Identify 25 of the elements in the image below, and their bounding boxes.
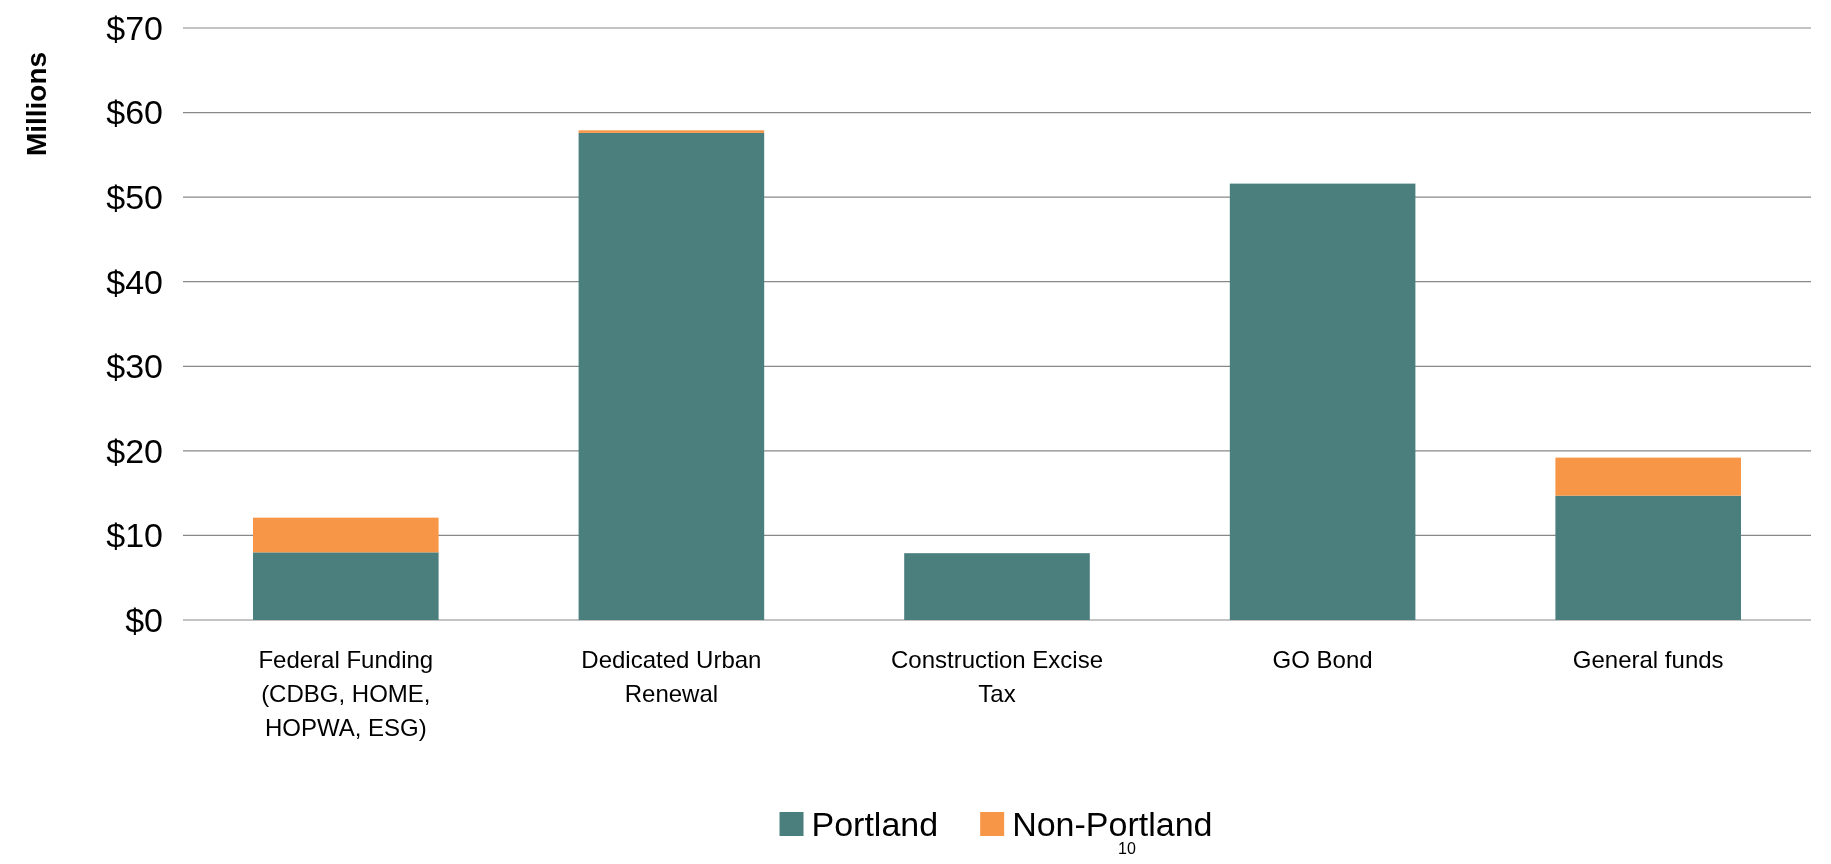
x-tick-label: Dedicated Urban Renewal (581, 646, 762, 707)
y-tick-label: $30 (106, 347, 163, 386)
x-tick-label: Federal Funding (CDBG, HOME, HOPWA, ESG) (258, 646, 434, 741)
y-tick-label: $70 (106, 8, 163, 47)
y-tick-label: $40 (106, 262, 163, 301)
y-axis-title: Millions (21, 51, 52, 157)
bar (253, 552, 439, 620)
bar (904, 553, 1090, 620)
bar (578, 130, 765, 133)
x-tick-label: GO Bond (1272, 646, 1373, 673)
bar (1555, 457, 1741, 496)
legend-label: Non-Portland (1012, 805, 1213, 843)
y-tick-label: $20 (106, 431, 163, 470)
bar (253, 517, 439, 553)
legend-label: Portland (811, 805, 939, 843)
y-tick-label: $60 (106, 93, 163, 132)
y-tick-label: $10 (106, 516, 163, 555)
bar (578, 132, 765, 620)
y-tick-label: $50 (106, 178, 163, 217)
x-tick-label: General funds (1572, 646, 1724, 673)
x-tick-label: Construction Excise Tax (890, 646, 1104, 707)
y-tick-label: $0 (125, 600, 163, 639)
bar (1229, 183, 1416, 620)
bar (1555, 495, 1741, 620)
text: 10 (1118, 840, 1136, 857)
